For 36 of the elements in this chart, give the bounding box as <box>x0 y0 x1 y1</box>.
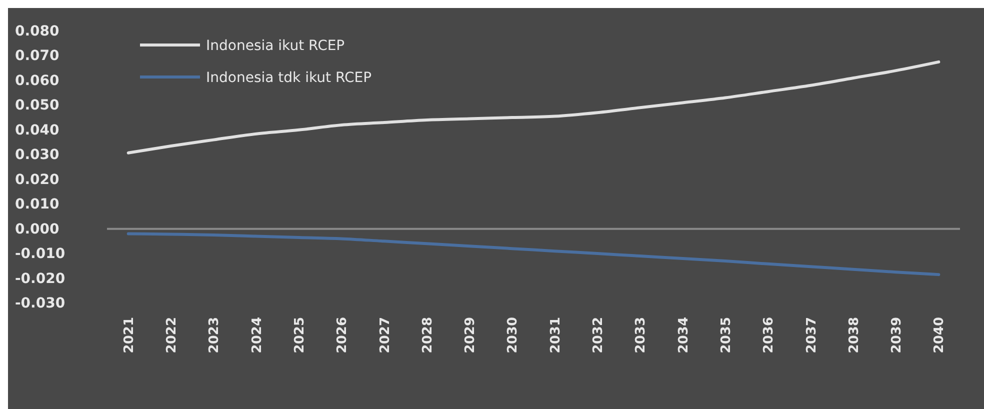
y-tick-label: 0.060 <box>15 72 60 89</box>
y-tick-label: 0.070 <box>15 48 60 64</box>
x-tick-label: 2021 <box>122 317 137 354</box>
x-tick-label: 2039 <box>890 317 905 354</box>
line-series <box>126 60 940 154</box>
x-tick-label: 2036 <box>762 317 777 354</box>
x-tick-label: 2026 <box>335 317 350 354</box>
y-tick-label: -0.010 <box>15 246 66 262</box>
y-tick-label: 0.010 <box>15 196 60 213</box>
legend-label: Indonesia tdk ikut RCEP <box>206 70 372 86</box>
y-tick-label: 0.040 <box>15 122 60 138</box>
x-tick-label: 2029 <box>463 317 478 354</box>
y-tick-label: -0.020 <box>15 270 66 287</box>
x-tick-label: 2032 <box>591 317 606 354</box>
y-tick-label: -0.030 <box>15 295 66 312</box>
y-tick-label: 0.030 <box>15 147 60 164</box>
x-tick-label: 2030 <box>506 317 521 354</box>
x-tick-label: 2034 <box>676 317 692 354</box>
y-tick-label: 0.080 <box>15 23 60 40</box>
x-tick-label: 2038 <box>846 317 862 354</box>
x-tick-label: 2035 <box>718 317 734 354</box>
y-tick-label: 0.000 <box>15 221 60 238</box>
x-tick-label: 2023 <box>207 317 222 354</box>
x-tick-label: 2025 <box>292 317 308 354</box>
x-tick-label: 2022 <box>164 317 180 354</box>
x-tick-label: 2028 <box>420 317 436 354</box>
y-tick-label: 0.050 <box>15 98 60 114</box>
y-tick-label: 0.020 <box>15 172 60 188</box>
legend-label: Indonesia ikut RCEP <box>206 38 345 54</box>
x-tick-label: 2037 <box>804 317 820 354</box>
x-tick-label: 2033 <box>634 317 649 354</box>
x-tick-label: 2027 <box>378 317 393 354</box>
x-tick-label: 2040 <box>932 317 948 354</box>
line-series <box>126 232 940 276</box>
x-tick-label: 2024 <box>250 317 265 354</box>
x-tick-label: 2031 <box>548 317 564 354</box>
